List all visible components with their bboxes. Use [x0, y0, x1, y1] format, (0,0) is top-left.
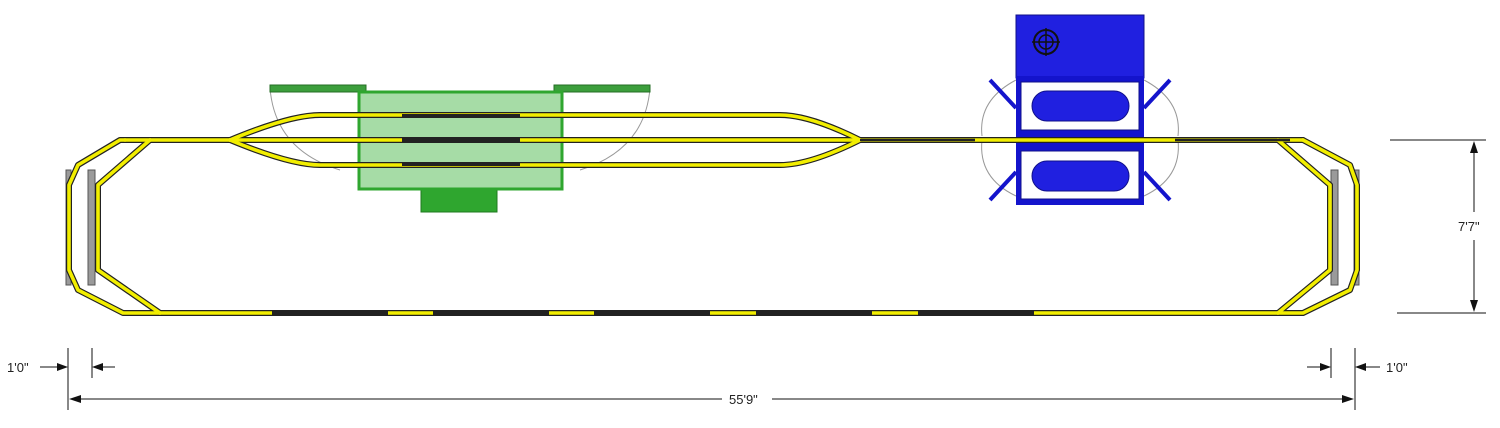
track-outer-loop [67, 138, 1359, 315]
station-left-roof [269, 84, 367, 93]
track-left-crossover [96, 138, 162, 315]
track-network [66, 112, 1360, 316]
maintenance-vehicle-upper [1031, 90, 1130, 122]
track-blocks [272, 114, 1290, 315]
arrow-right-icon [1320, 363, 1331, 371]
door-arc-right [1143, 79, 1179, 137]
height-dimension-label: 7'7" [1458, 219, 1480, 234]
arrow-left-icon [1355, 363, 1366, 371]
arrow-down-icon [1470, 300, 1478, 312]
maintenance-upper-building [1015, 14, 1145, 79]
arrow-up-icon [1470, 141, 1478, 153]
maintenance-vehicle-lower [1031, 160, 1130, 192]
door-arc-left [981, 79, 1017, 137]
station-track-upper [228, 113, 862, 142]
crosshair-icon [1032, 28, 1060, 56]
station-right-arc [579, 87, 651, 171]
height-dimension: 7'7" [1390, 139, 1486, 314]
bay-door [988, 170, 1018, 202]
right-offset-label: 1'0" [1386, 360, 1408, 375]
length-dimension-label: 55'9" [729, 392, 758, 407]
arrow-right-icon [1342, 395, 1354, 403]
station-walkway [420, 187, 498, 213]
door-arc-right [1143, 139, 1179, 197]
station-right-roof [553, 84, 651, 93]
track-right-crossover [1276, 138, 1332, 315]
length-dimension: 55'9" [67, 348, 1356, 410]
bay-door [1142, 78, 1172, 110]
right-offset-dimension: 1'0" [1307, 348, 1408, 378]
end-pad-left [87, 169, 96, 286]
left-offset-dimension: 1'0" [7, 348, 115, 378]
arrow-left-icon [92, 363, 103, 371]
maintenance-bay [981, 14, 1179, 205]
bay-door [988, 78, 1018, 110]
station [269, 84, 651, 213]
door-arc-left [981, 139, 1017, 197]
left-offset-label: 1'0" [7, 360, 29, 375]
bay-door [1142, 170, 1172, 202]
station-track-lower [228, 138, 862, 167]
arrow-left-icon [69, 395, 81, 403]
arrow-right-icon [57, 363, 68, 371]
